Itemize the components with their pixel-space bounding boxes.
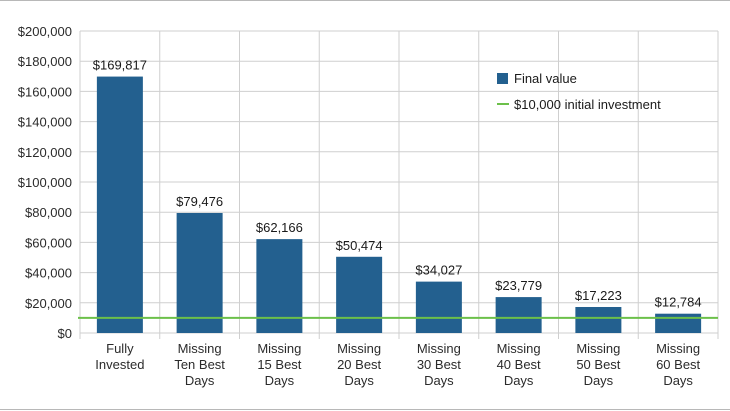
- y-tick-label: $0: [58, 326, 72, 341]
- x-tick-label: Missing 40 Best Days: [497, 341, 541, 388]
- data-label: $34,027: [415, 263, 462, 278]
- x-tick-label-line: Missing: [417, 341, 461, 356]
- x-tick-label: Missing Ten Best Days: [174, 341, 225, 388]
- x-tick-label: Fully Invested: [95, 341, 144, 372]
- y-tick-label: $80,000: [25, 205, 72, 220]
- labels: $0 $20,000 $40,000 $60,000 $80,000 $100,000 $1…: [18, 24, 702, 388]
- x-tick-label-line: Days: [584, 373, 614, 388]
- bar: [495, 297, 542, 333]
- x-tick-label-line: Days: [663, 373, 693, 388]
- x-tick-label-line: Missing: [576, 341, 620, 356]
- x-tick-label: Missing 20 Best Days: [337, 341, 381, 388]
- bar: [655, 313, 702, 333]
- data-label: $62,166: [256, 220, 303, 235]
- y-tick-label: $120,000: [18, 145, 72, 160]
- x-tick-label-line: Missing: [656, 341, 700, 356]
- bar: [256, 239, 303, 333]
- x-tick-label: Missing 60 Best Days: [656, 341, 700, 388]
- bar: [336, 256, 383, 333]
- bar: [575, 306, 622, 333]
- y-tick-label: $160,000: [18, 84, 72, 99]
- gridlines: [79, 30, 719, 339]
- x-tick-label-line: Days: [265, 373, 295, 388]
- x-tick-label-line: Missing: [257, 341, 301, 356]
- x-tick-label-line: Days: [424, 373, 454, 388]
- data-label: $17,223: [575, 288, 622, 303]
- x-tick-label-line: Missing: [497, 341, 541, 356]
- x-tick-label: Missing 30 Best Days: [417, 341, 461, 388]
- x-tick-label-line: Days: [185, 373, 215, 388]
- x-tick-label-line: Invested: [95, 357, 144, 372]
- x-tick-label-line: Missing: [178, 341, 222, 356]
- legend-label-initial-investment: $10,000 initial investment: [514, 97, 661, 112]
- y-tick-label: $20,000: [25, 296, 72, 311]
- legend-label-final-value: Final value: [514, 71, 577, 86]
- x-tick-label: Missing 50 Best Days: [576, 341, 620, 388]
- x-tick-label-line: Ten Best: [174, 357, 225, 372]
- x-tick-label-line: 50 Best: [576, 357, 620, 372]
- y-tick-label: $180,000: [18, 54, 72, 69]
- y-tick-label: $100,000: [18, 175, 72, 190]
- x-tick-label-line: 20 Best: [337, 357, 381, 372]
- legend-swatch-final-value: [497, 73, 508, 84]
- data-label: $23,779: [495, 278, 542, 293]
- x-tick-label-line: 30 Best: [417, 357, 461, 372]
- bar: [176, 212, 223, 333]
- data-label: $79,476: [176, 194, 223, 209]
- data-label: $50,474: [336, 238, 383, 253]
- y-tick-label: $140,000: [18, 115, 72, 130]
- x-tick-label-line: 60 Best: [656, 357, 700, 372]
- y-tick-label: $60,000: [25, 235, 72, 250]
- bar: [96, 76, 143, 334]
- x-tick-label-line: 15 Best: [257, 357, 301, 372]
- y-tick-label: $200,000: [18, 24, 72, 39]
- data-label: $169,817: [93, 58, 147, 73]
- legend: Final value $10,000 initial investment: [497, 71, 661, 112]
- x-tick-label: Missing 15 Best Days: [257, 341, 301, 388]
- bar: [415, 281, 462, 333]
- x-tick-label-line: Missing: [337, 341, 381, 356]
- x-tick-label-line: Days: [504, 373, 534, 388]
- x-tick-label-line: Fully: [106, 341, 134, 356]
- x-tick-label-line: Days: [344, 373, 374, 388]
- y-tick-label: $40,000: [25, 266, 72, 281]
- data-label: $12,784: [655, 295, 702, 310]
- x-tick-label-line: 40 Best: [497, 357, 541, 372]
